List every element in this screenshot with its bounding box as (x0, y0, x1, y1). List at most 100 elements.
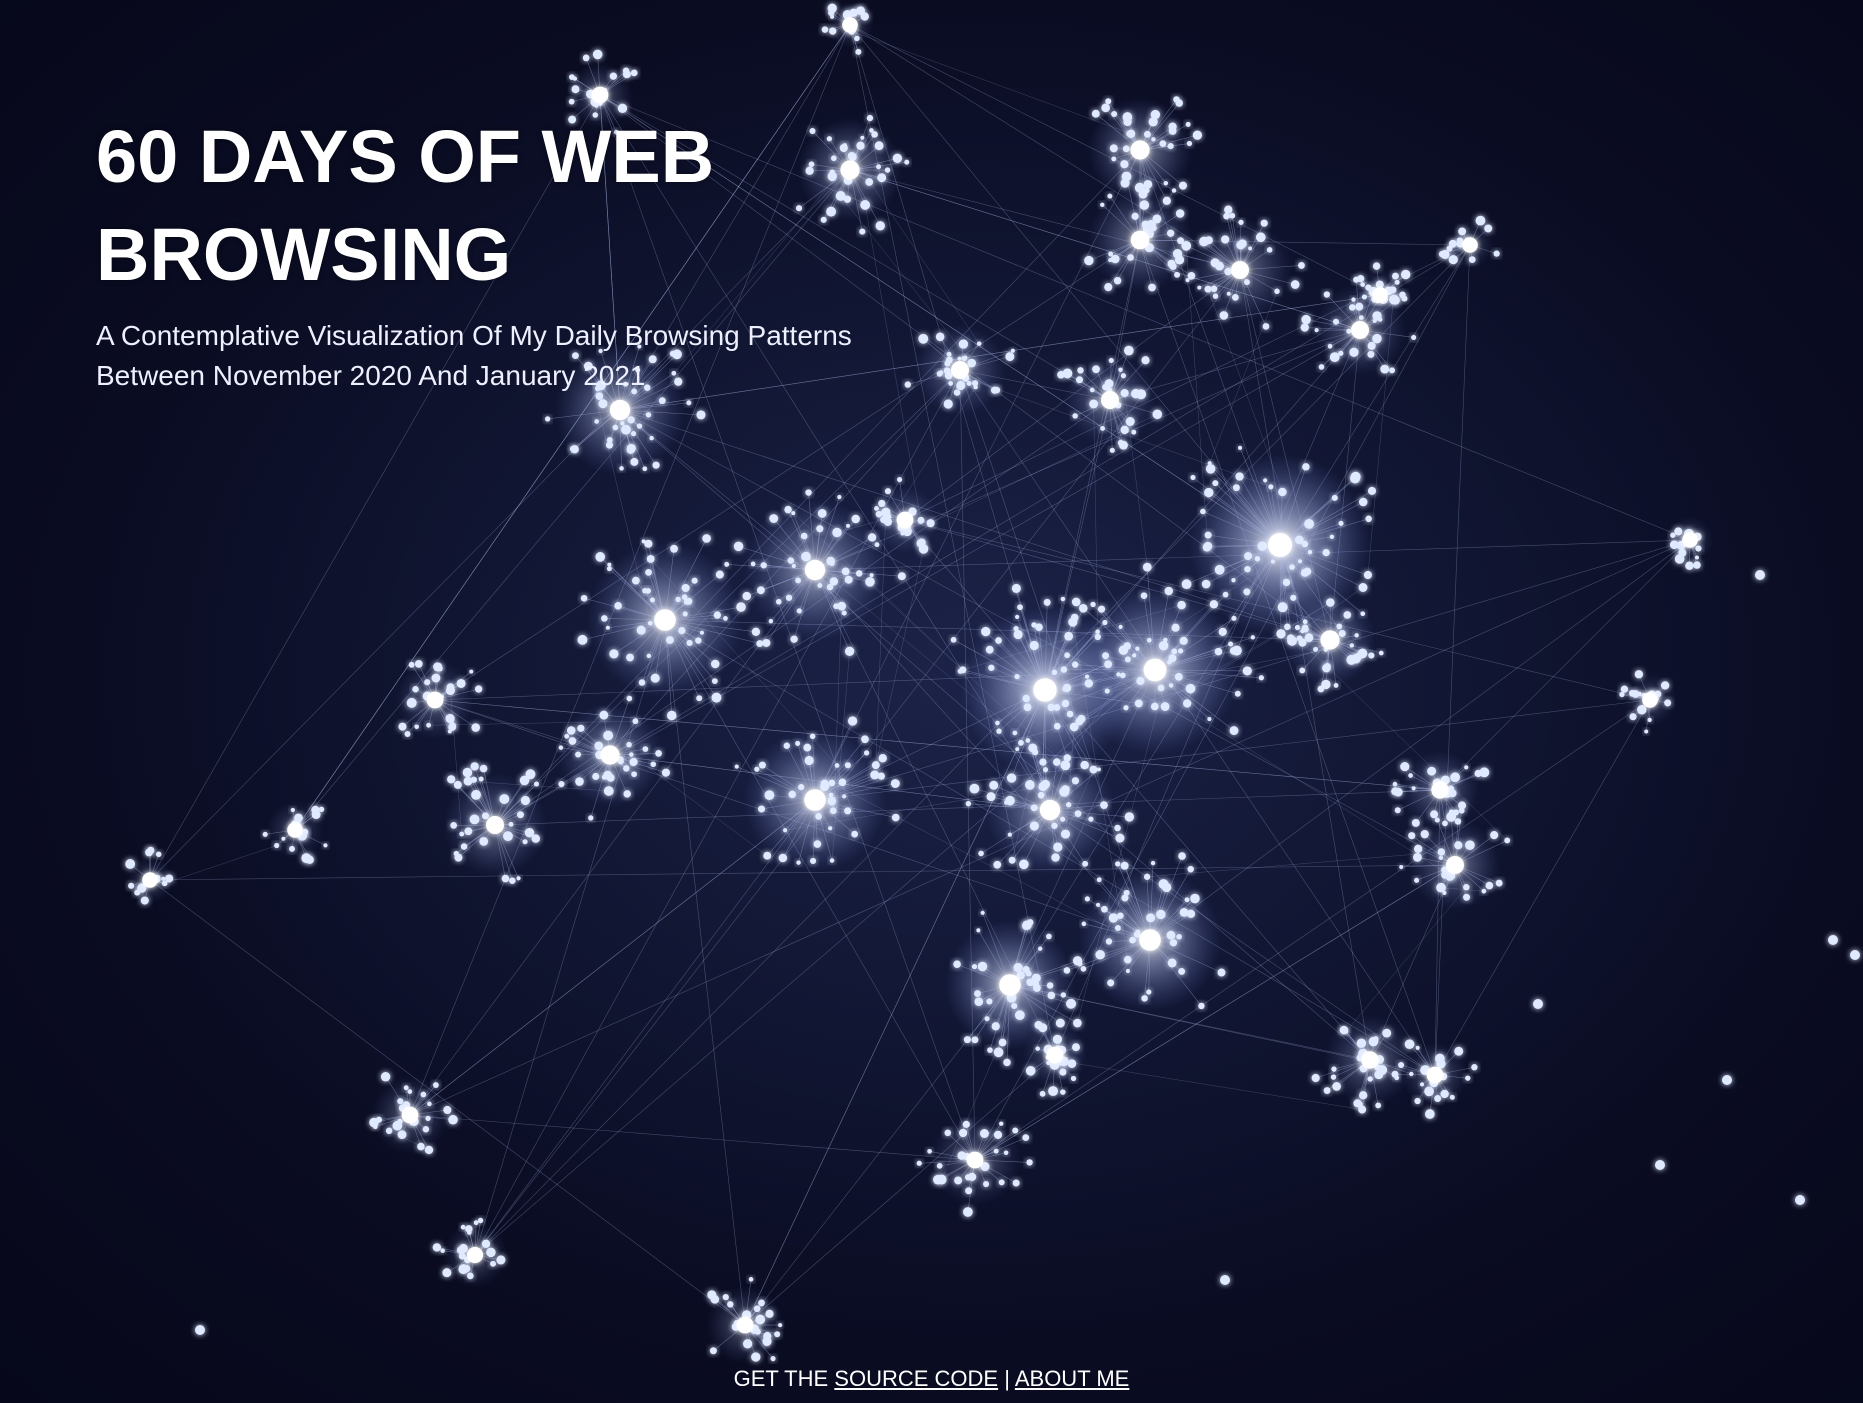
network-node (801, 551, 811, 562)
network-node (1655, 1160, 1665, 1170)
network-hub-node (804, 559, 826, 581)
network-edge (1154, 605, 1182, 671)
network-edge (875, 512, 887, 766)
network-node (1301, 540, 1309, 548)
network-node (758, 1299, 765, 1307)
network-node (577, 634, 588, 645)
network-node (1016, 971, 1025, 980)
network-node (614, 602, 622, 610)
network-node (311, 810, 321, 820)
network-node (1219, 311, 1229, 320)
network-edge (409, 569, 816, 1116)
network-node (1303, 567, 1312, 576)
network-node (995, 720, 1000, 726)
network-node (447, 729, 452, 734)
network-edge (1143, 595, 1156, 671)
network-edge (785, 786, 1044, 831)
network-node (572, 352, 579, 360)
source-code-link[interactable]: SOURCE CODE (834, 1366, 999, 1391)
network-edge (1210, 468, 1281, 546)
network-node (734, 764, 739, 769)
network-edge (974, 864, 1456, 1161)
network-edge (1065, 726, 1075, 835)
network-node (1064, 631, 1074, 641)
network-node (609, 72, 618, 80)
network-node (470, 762, 479, 771)
network-node (1307, 549, 1313, 555)
network-node (1115, 833, 1125, 843)
network-edge (849, 169, 1361, 331)
network-edge (428, 720, 636, 726)
network-node (1178, 181, 1188, 190)
network-node (670, 544, 678, 553)
network-node (474, 685, 483, 693)
network-node (412, 686, 419, 693)
network-node (1284, 623, 1291, 631)
network-edge (959, 369, 1111, 401)
network-node (1120, 160, 1129, 169)
network-node (1176, 933, 1182, 940)
network-edge (149, 879, 746, 1326)
network-node (1053, 722, 1061, 730)
network-node (1295, 535, 1304, 545)
network-node (646, 555, 655, 563)
network-node (155, 851, 162, 858)
network-node (1035, 623, 1043, 632)
network-edge (1139, 149, 1281, 546)
network-node (1178, 967, 1186, 975)
network-node (820, 216, 827, 223)
network-node (289, 845, 295, 852)
network-edge (664, 619, 700, 699)
network-node (407, 1089, 413, 1094)
network-edge (1149, 855, 1183, 941)
network-node (805, 489, 812, 496)
network-node (165, 874, 174, 883)
network-node (1277, 602, 1288, 613)
network-edge (1009, 984, 1371, 1061)
network-node (1228, 641, 1234, 647)
network-edge (1154, 669, 1238, 695)
network-node (798, 783, 805, 791)
network-node (1533, 999, 1543, 1009)
network-edge (1279, 544, 1364, 588)
network-node (1204, 487, 1214, 498)
network-node (1046, 982, 1054, 989)
network-edge (767, 799, 816, 856)
network-node (870, 770, 880, 780)
network-edge (1044, 617, 1075, 691)
network-node (844, 807, 852, 815)
about-me-link[interactable]: ABOUT ME (1014, 1366, 1130, 1391)
network-node (856, 141, 865, 150)
network-hub-node (842, 17, 858, 33)
network-edge (814, 689, 1046, 801)
network-node (1122, 145, 1130, 153)
network-node (843, 195, 852, 203)
network-node (1168, 654, 1177, 663)
network-node (1064, 652, 1071, 659)
network-node (993, 386, 1001, 394)
network-node (1114, 824, 1121, 832)
network-node (1025, 780, 1035, 790)
network-node (397, 1098, 404, 1105)
network-node (1224, 267, 1232, 276)
network-node (613, 129, 619, 135)
network-edge (1027, 636, 1069, 708)
network-edge (1239, 269, 1296, 285)
network-node (635, 367, 641, 373)
network-edge (793, 569, 816, 640)
network-node (1463, 883, 1470, 891)
network-node (458, 1264, 469, 1275)
network-node (1185, 683, 1196, 694)
network-edge (1011, 689, 1046, 779)
network-node (1124, 656, 1131, 663)
network-node (979, 1129, 989, 1138)
network-edge (1044, 598, 1064, 691)
network-node (1351, 297, 1356, 302)
network-node (1115, 861, 1121, 867)
network-node (469, 814, 480, 825)
network-node (1202, 543, 1212, 552)
network-edge (650, 558, 838, 766)
network-node (1495, 879, 1503, 887)
network-node (1674, 554, 1685, 564)
